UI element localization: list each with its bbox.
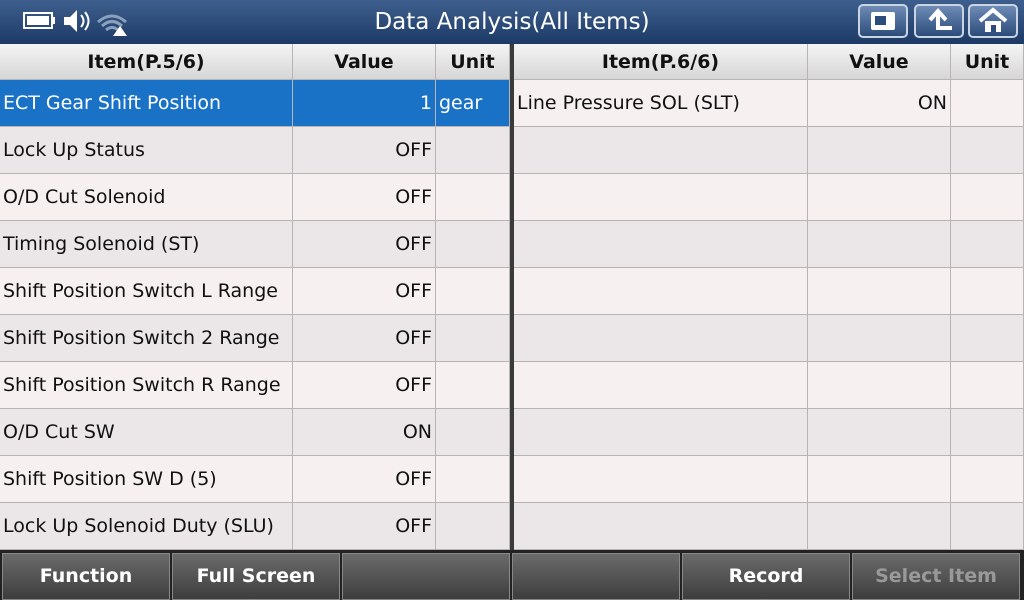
back-button[interactable] — [914, 4, 964, 38]
footer-button: Select Item — [852, 553, 1020, 600]
title: Data Analysis(All Items) — [374, 9, 650, 35]
table-cell — [808, 174, 951, 221]
table-cell[interactable] — [436, 127, 510, 174]
table-cell — [951, 362, 1024, 409]
table-cell[interactable]: ECT Gear Shift Position — [0, 80, 293, 127]
header: Data Analysis(All Items) — [0, 0, 1024, 44]
column-header: Unit — [951, 44, 1024, 80]
table-cell — [514, 221, 808, 268]
table-cell — [951, 409, 1024, 456]
table-cell — [951, 456, 1024, 503]
table-cell[interactable] — [436, 503, 510, 550]
status-icons — [23, 10, 127, 36]
table-cell[interactable]: O/D Cut SW — [0, 409, 293, 456]
table-cell[interactable]: OFF — [293, 221, 436, 268]
column-header: Item(P.6/6) — [514, 44, 808, 80]
table-cell[interactable] — [436, 409, 510, 456]
footer-button — [342, 553, 510, 600]
table-cell — [514, 503, 808, 550]
table-cell[interactable]: OFF — [293, 127, 436, 174]
table-cell — [808, 503, 951, 550]
table-cell — [808, 221, 951, 268]
table-cell[interactable]: OFF — [293, 268, 436, 315]
table-cell — [951, 268, 1024, 315]
table-cell[interactable]: OFF — [293, 503, 436, 550]
table-cell — [514, 268, 808, 315]
table-cell — [951, 221, 1024, 268]
table-cell — [951, 174, 1024, 221]
table-cell — [514, 409, 808, 456]
table-cell — [514, 456, 808, 503]
table-cell[interactable] — [436, 268, 510, 315]
table-cell — [808, 409, 951, 456]
table-cell — [514, 362, 808, 409]
table-cell[interactable] — [436, 456, 510, 503]
table-cell[interactable]: Timing Solenoid (ST) — [0, 221, 293, 268]
table-cell[interactable]: gear — [436, 80, 510, 127]
table-cell — [808, 362, 951, 409]
table-cell — [808, 315, 951, 362]
footer-button — [512, 553, 680, 600]
column-header: Item(P.5/6) — [0, 44, 293, 80]
table-cell — [514, 127, 808, 174]
table-cell[interactable] — [436, 221, 510, 268]
table-cell[interactable]: Line Pressure SOL (SLT) — [514, 80, 808, 127]
column-header: Value — [293, 44, 436, 80]
screenshot-button[interactable] — [858, 4, 908, 38]
footer-button[interactable]: Full Screen — [172, 553, 340, 600]
footer: Function Full Screen Record Select Item — [0, 550, 1024, 600]
table-cell[interactable]: ON — [808, 80, 951, 127]
right-table: Item(P.6/6) Value Unit Line Pressure SOL (S… — [514, 44, 1024, 550]
table-cell[interactable]: OFF — [293, 174, 436, 221]
table-cell — [808, 127, 951, 174]
table-cell[interactable]: Shift Position Switch 2 Range — [0, 315, 293, 362]
table-cell — [951, 127, 1024, 174]
footer-button[interactable]: Record — [682, 553, 850, 600]
table-cell — [951, 503, 1024, 550]
table-cell — [514, 174, 808, 221]
table-cell — [951, 315, 1024, 362]
home-button[interactable] — [968, 4, 1018, 38]
table-cell[interactable] — [951, 80, 1024, 127]
table-cell[interactable]: Lock Up Solenoid Duty (SLU) — [0, 503, 293, 550]
table-cell[interactable]: ON — [293, 409, 436, 456]
table-cell[interactable]: Lock Up Status — [0, 127, 293, 174]
column-header: Value — [808, 44, 951, 80]
footer-button[interactable]: Function — [2, 553, 170, 600]
table-cell[interactable]: Shift Position SW D (5) — [0, 456, 293, 503]
table-cell[interactable] — [436, 315, 510, 362]
table-cell[interactable]: OFF — [293, 315, 436, 362]
table-cell[interactable]: OFF — [293, 456, 436, 503]
table-cell[interactable] — [436, 174, 510, 221]
table-cell[interactable]: OFF — [293, 362, 436, 409]
table-cell[interactable] — [436, 362, 510, 409]
table-cell[interactable]: Shift Position Switch L Range — [0, 268, 293, 315]
table-cell[interactable]: Shift Position Switch R Range — [0, 362, 293, 409]
table-cell — [808, 268, 951, 315]
table-cell — [808, 456, 951, 503]
left-table: Item(P.5/6) Value Unit ECT Gear Shift Posit… — [0, 44, 510, 550]
table-cell[interactable]: O/D Cut Solenoid — [0, 174, 293, 221]
table-cell[interactable]: 1 — [293, 80, 436, 127]
table-cell — [514, 315, 808, 362]
column-header: Unit — [436, 44, 510, 80]
